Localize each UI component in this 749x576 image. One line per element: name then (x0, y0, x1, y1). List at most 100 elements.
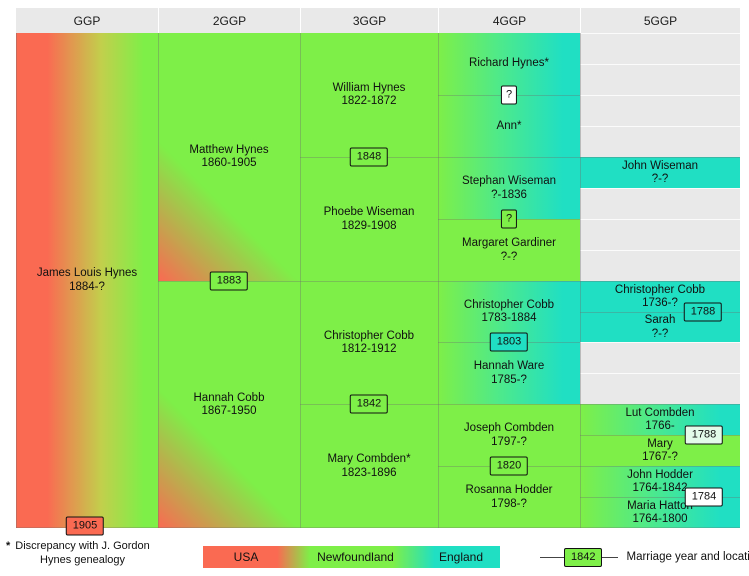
marriage-year-box-1905: 1905 (65, 516, 105, 536)
legend-color-bar: USA Newfoundland England (203, 546, 500, 568)
empty-ancestor-cell (580, 342, 740, 373)
column-header-label: 2GGP (212, 13, 247, 28)
person-name: Hannah Cobb (193, 391, 265, 404)
marriage-year-box-1788-cobb: 1788 (683, 302, 723, 322)
footnote-line2: Hynes genealogy (40, 554, 126, 566)
person-dates: ?-? (651, 173, 669, 185)
person-dates: 1812-1912 (341, 343, 397, 355)
footnote: * Discrepancy with J. Gordon Hynes genea… (6, 539, 176, 567)
column-header-label: 3GGP (352, 13, 387, 28)
marriage-year-box-unknown-hynes: ? (500, 85, 518, 105)
person-name: Joseph Combden (463, 422, 555, 434)
person-name: Phoebe Wiseman (323, 206, 415, 218)
person-cell-matthew-hynes: Matthew Hynes 1860-1905 (158, 33, 300, 281)
empty-ancestor-cell (580, 33, 740, 64)
person-dates: 1764-1800 (632, 513, 688, 525)
person-cell-christopher-cobb-3ggp: Christopher Cobb 1812-1912 (300, 281, 438, 404)
person-name: Maria Hatton (627, 499, 693, 512)
person-name: Sarah (644, 314, 676, 326)
person-cell-maria-hatton: Maria Hatton 1764-1800 (580, 497, 740, 528)
person-dates: 1822-1872 (341, 95, 397, 107)
person-dates: 1860-1905 (201, 157, 257, 169)
marriage-year-box-1842: 1842 (349, 394, 389, 414)
empty-ancestor-cell (580, 188, 740, 219)
footnote-line1: Discrepancy with J. Gordon (15, 540, 150, 552)
person-cell-richard-hynes: Richard Hynes* (438, 33, 580, 95)
column-divider (438, 33, 439, 528)
column-divider (580, 33, 581, 528)
person-name: James Louis Hynes (36, 267, 138, 279)
column-divider (16, 33, 17, 528)
marriage-year-box-1848: 1848 (349, 147, 389, 167)
person-dates: 1767-? (642, 451, 678, 463)
person-dates: 1884-? (69, 280, 105, 293)
empty-ancestor-cell (580, 126, 740, 157)
person-name: Lut Combden (625, 406, 695, 419)
empty-ancestor-cell (580, 373, 740, 404)
person-dates: 1783-1884 (481, 312, 537, 324)
person-dates: ?-? (500, 250, 518, 263)
person-dates: 1766- (645, 420, 675, 432)
person-dates: 1764-1842 (632, 482, 688, 494)
legend-connector-line (540, 556, 564, 558)
person-cell-john-wiseman: John Wiseman ?-? (580, 157, 740, 188)
legend-label-usa: USA (233, 550, 259, 564)
person-name: Stephan Wiseman (462, 175, 556, 187)
person-cell-rosanna-hodder: Rosanna Hodder 1798-? (438, 466, 580, 528)
person-cell-hannah-cobb: Hannah Cobb 1867-1950 (158, 281, 300, 528)
person-dates: ?-? (651, 327, 669, 340)
person-name: Ann* (496, 119, 522, 132)
person-cell-joseph-combden: Joseph Combden 1797-? (438, 404, 580, 466)
person-dates: 1785-? (491, 373, 527, 386)
column-header-5ggp: 5GGP (580, 8, 740, 33)
person-name: John Hodder (627, 468, 693, 481)
column-header-label: GGP (73, 13, 101, 28)
marriage-year-box-1788-combden: 1788 (684, 425, 724, 445)
person-cell-mary-combden: Mary Combden* 1823-1896 (300, 404, 438, 528)
empty-ancestor-cell (580, 250, 740, 281)
column-divider (300, 33, 301, 528)
column-header-label: 5GGP (643, 13, 678, 28)
legend-label-newfoundland: Newfoundland (317, 550, 394, 564)
person-name: John Wiseman (621, 159, 699, 172)
person-name: William Hynes (332, 81, 406, 94)
column-divider (158, 33, 159, 528)
person-dates: ?-1836 (491, 188, 527, 201)
person-cell-christopher-cobb-5ggp: Christopher Cobb 1736-? (580, 281, 740, 312)
person-cell-phoebe-wiseman: Phoebe Wiseman 1829-1908 (300, 157, 438, 281)
empty-ancestor-cell (580, 64, 740, 95)
person-cell-christopher-cobb-4ggp: Christopher Cobb 1783-1884 (438, 281, 580, 342)
empty-ancestor-cell (580, 219, 740, 250)
person-name: Mary (647, 437, 673, 450)
person-name: Rosanna Hodder (465, 484, 553, 496)
marriage-year-box-1883: 1883 (209, 271, 249, 291)
person-name: Christopher Cobb (463, 298, 555, 311)
column-header-3ggp: 3GGP (300, 8, 438, 33)
legend-marriage: 1842 Marriage year and location (540, 546, 749, 568)
person-cell-james-louis-hynes: James Louis Hynes 1884-? (16, 33, 158, 528)
person-cell-stephan-wiseman: Stephan Wiseman ?-1836 (438, 157, 580, 219)
person-name: Mary Combden* (327, 453, 411, 465)
person-dates: 1823-1896 (341, 466, 397, 479)
column-header-ggp: GGP (16, 8, 158, 33)
legend-label-england: England (438, 550, 484, 564)
person-cell-john-hodder: John Hodder 1764-1842 (580, 466, 740, 497)
footnote-text: Discrepancy with J. Gordon Hynes genealo… (15, 539, 150, 567)
person-dates: 1797-? (491, 435, 527, 448)
person-name: Richard Hynes* (469, 57, 549, 70)
person-name: Margaret Gardiner (462, 237, 556, 249)
marriage-year-box-1784: 1784 (684, 487, 724, 507)
marriage-year-box-1820: 1820 (489, 456, 529, 476)
person-dates: 1829-1908 (341, 219, 397, 232)
marriage-year-box-unknown-wiseman: ? (500, 209, 518, 229)
column-header-4ggp: 4GGP (438, 8, 580, 33)
chart-bottom-edge (16, 527, 740, 528)
column-header-label: 4GGP (492, 13, 527, 28)
marriage-year-box-1803: 1803 (489, 332, 529, 352)
person-dates: 1798-? (491, 497, 527, 510)
person-name: Christopher Cobb (323, 329, 415, 342)
footnote-marker: * (6, 540, 11, 552)
person-dates: 1736-? (642, 297, 678, 309)
person-dates: 1867-1950 (201, 405, 257, 417)
